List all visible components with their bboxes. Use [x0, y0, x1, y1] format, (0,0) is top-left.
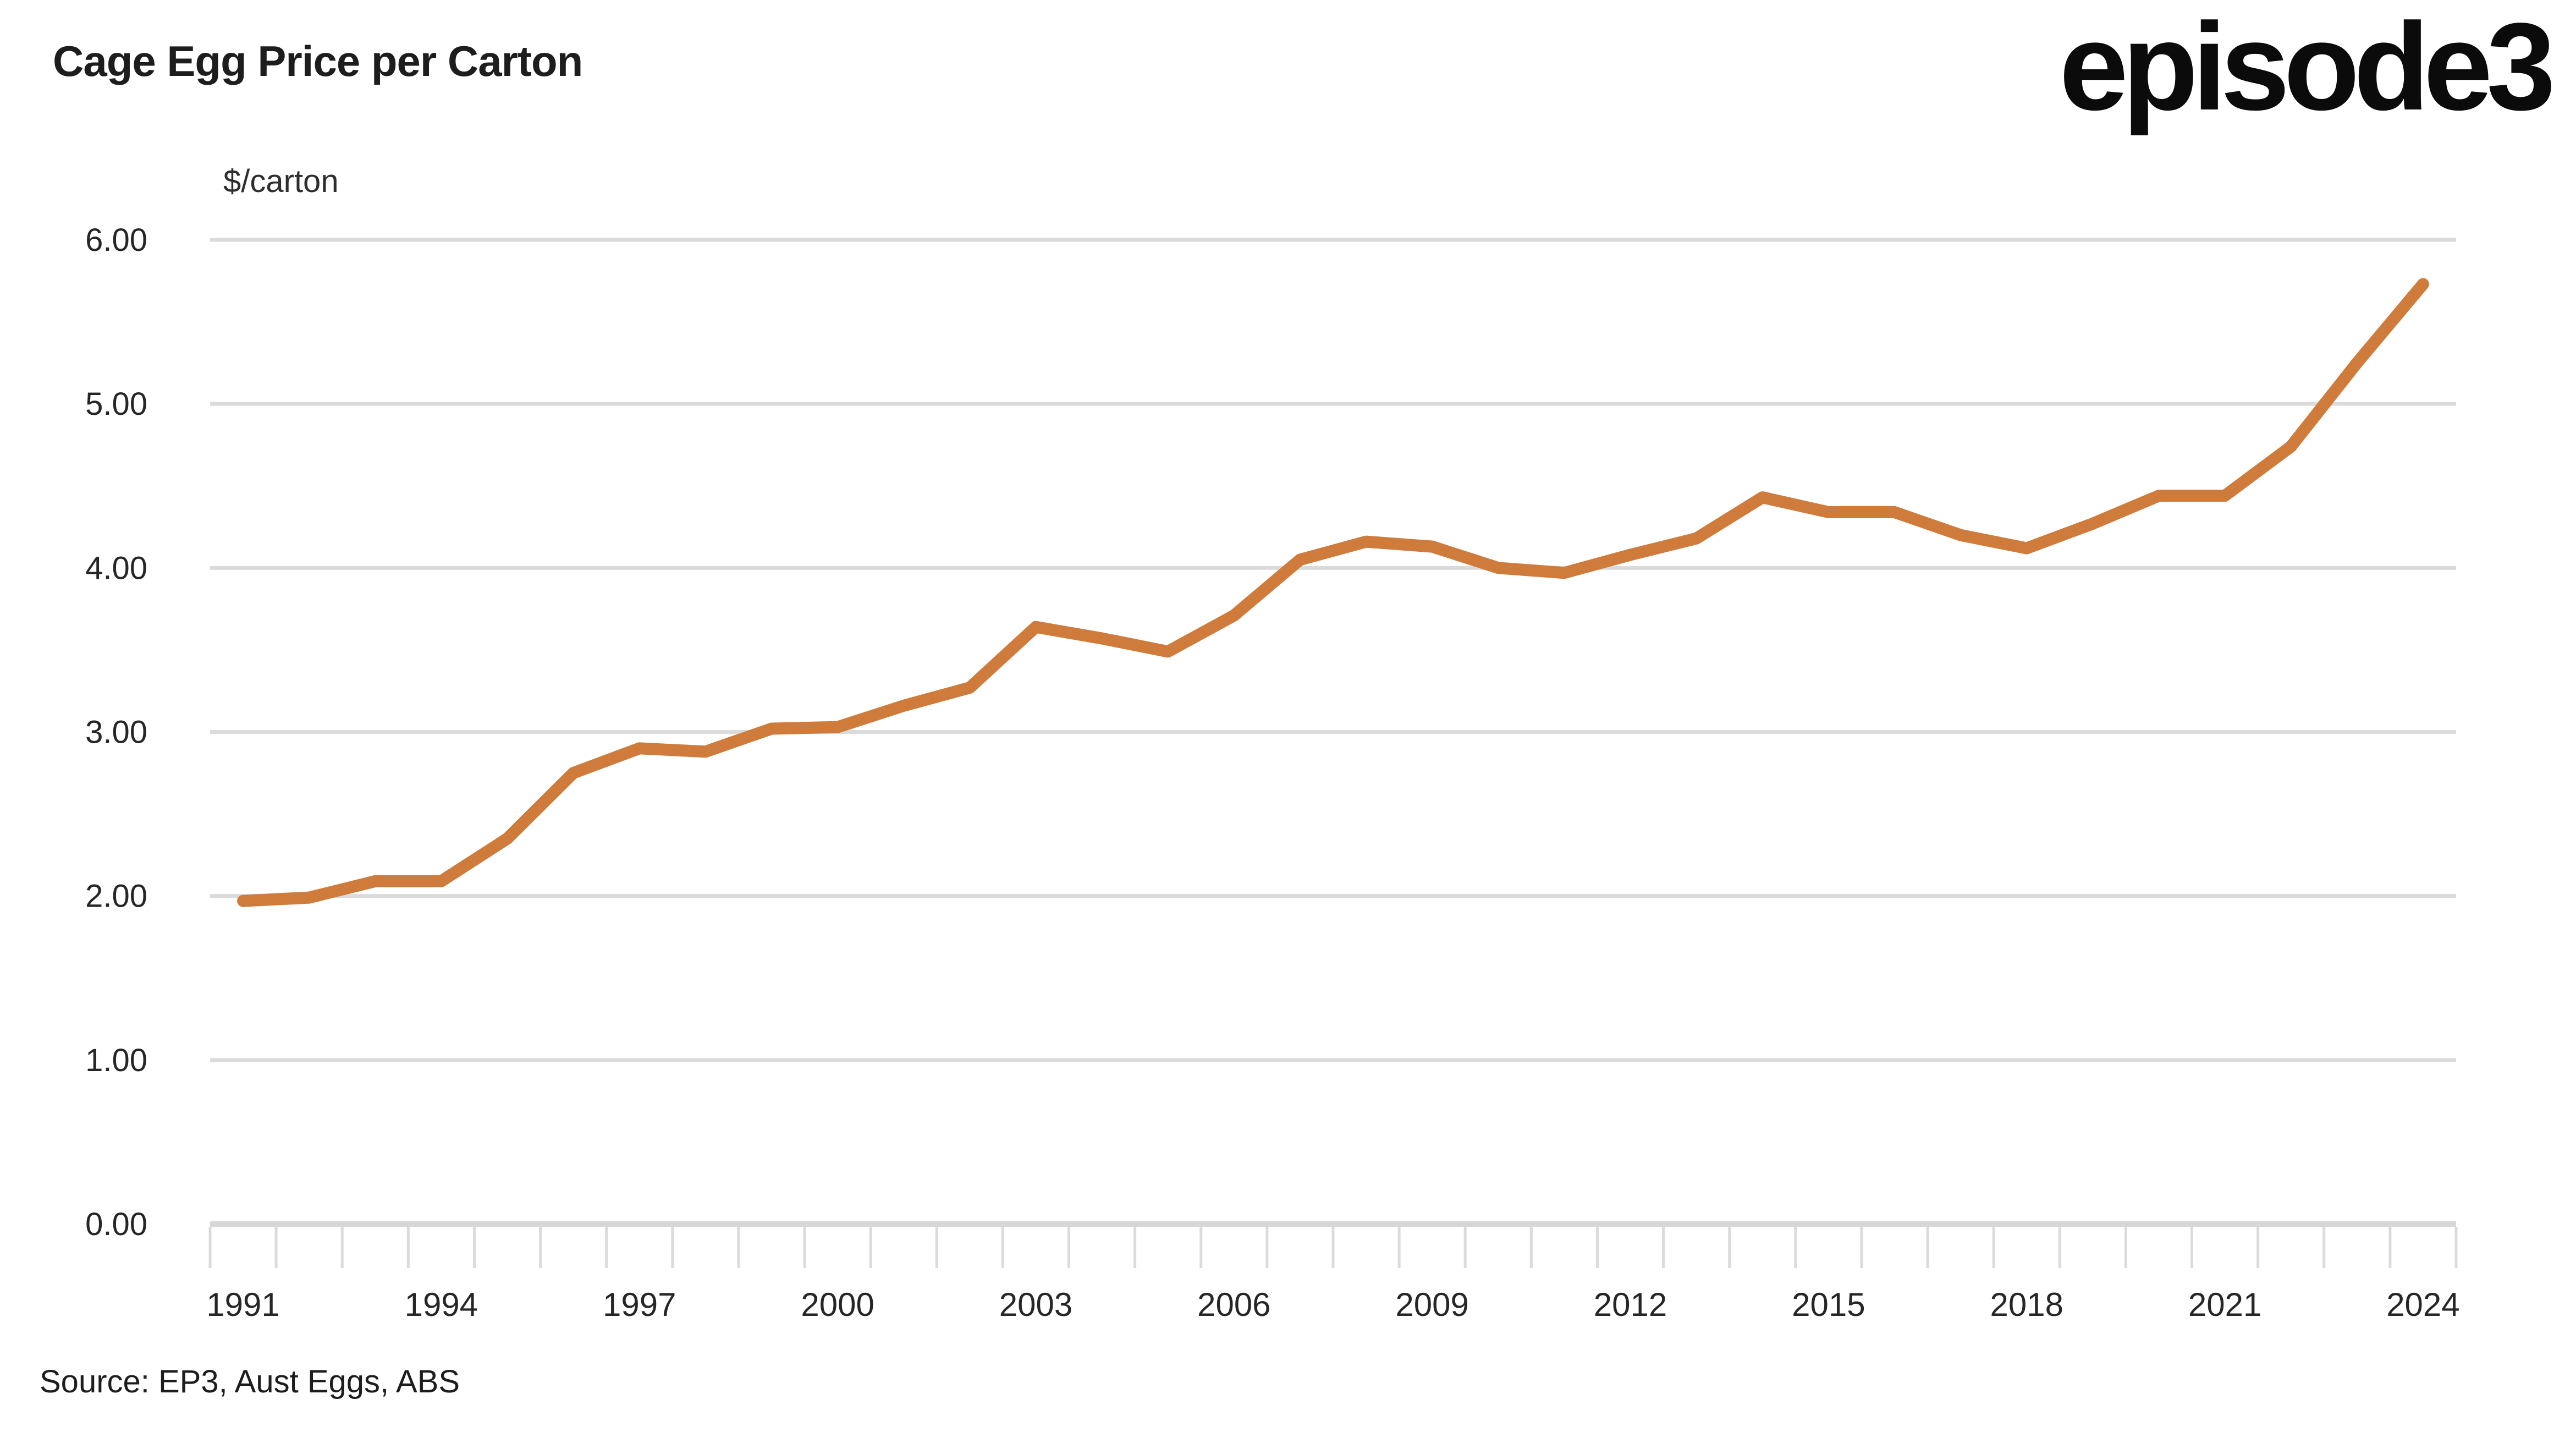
x-tick-label: 2015 [1792, 1286, 1865, 1323]
episode3-logo: episode3 [2059, 0, 2556, 136]
y-tick-label: 5.00 [85, 386, 147, 422]
y-tick-label: 6.00 [85, 222, 147, 258]
x-tick-label: 2021 [2188, 1286, 2261, 1323]
source-caption: Source: EP3, Aust Eggs, ABS [40, 1364, 460, 1400]
y-tick-label: 0.00 [85, 1206, 147, 1242]
chart-title: Cage Egg Price per Carton [53, 37, 583, 85]
y-tick-label: 4.00 [85, 550, 147, 586]
x-tick-label: 2009 [1395, 1286, 1468, 1323]
x-tick-label: 1997 [603, 1286, 676, 1323]
x-tick-label: 2006 [1197, 1286, 1270, 1323]
y-tick-label: 2.00 [85, 879, 147, 914]
y-tick-label: 1.00 [85, 1043, 147, 1078]
x-tick-label: 1994 [405, 1286, 478, 1323]
x-tick-label: 2024 [2386, 1286, 2459, 1323]
x-tick-label: 2000 [801, 1286, 874, 1323]
x-tick-label: 2003 [999, 1286, 1072, 1323]
x-tick-label: 1991 [206, 1286, 279, 1323]
y-axis-unit-label: $/carton [223, 163, 339, 199]
x-tick-label: 2012 [1594, 1286, 1667, 1323]
x-tick-label: 2018 [1990, 1286, 2063, 1323]
price-line [237, 278, 2429, 907]
y-tick-label: 3.00 [85, 715, 147, 750]
